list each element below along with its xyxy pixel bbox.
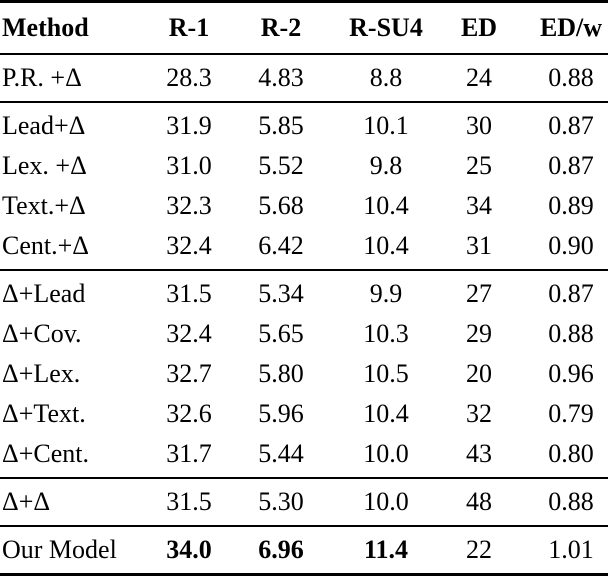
method-cell: P.R. +Δ (2, 63, 82, 92)
value-cell-ed-w: 0.87 (548, 279, 594, 308)
value-cell-ed-w: 0.88 (548, 319, 594, 348)
value-cell-ed: 30 (466, 111, 492, 140)
method-cell: Cent.+Δ (2, 231, 89, 260)
method-cell: Text.+Δ (2, 191, 86, 220)
value-cell-ed-w: 0.89 (548, 191, 594, 220)
value-cell-ed: 20 (466, 359, 492, 388)
value-cell-r-1: 32.7 (166, 359, 212, 388)
value-cell-ed: 27 (466, 279, 492, 308)
value-cell-r-1: 31.5 (166, 279, 212, 308)
value-cell-ed-w: 0.88 (548, 487, 594, 516)
table-header: Method R-1 R-2 R-SU4 ED ED/w (0, 2, 608, 55)
table-row: Our Model 34.0 6.96 11.4 22 1.01 (0, 526, 608, 575)
col-header-ed: ED (460, 13, 498, 42)
value-cell-r-2: 5.80 (258, 359, 304, 388)
value-cell-ed-w: 0.79 (548, 399, 594, 428)
value-cell-r-su4: 9.8 (369, 151, 403, 180)
table-group-4: Δ+Δ 31.5 5.30 10.0 48 0.88 (0, 478, 608, 526)
value-cell-r-su4: 10.1 (363, 111, 409, 140)
table-row: Δ+Lead 31.5 5.34 9.9 27 0.87 (0, 270, 608, 314)
table-row: P.R. +Δ 28.3 4.83 8.8 24 0.88 (0, 54, 608, 102)
method-cell: Δ+Cent. (2, 439, 89, 468)
value-cell-ed-w: 0.80 (548, 439, 594, 468)
table-row: Δ+Lex. 32.7 5.80 10.5 20 0.96 (0, 354, 608, 394)
value-cell-ed: 31 (466, 231, 492, 260)
value-cell-r-2: 4.83 (258, 63, 304, 92)
value-cell-r-su4: 10.5 (363, 359, 409, 388)
col-header-r-1: R-1 (168, 13, 210, 42)
value-cell-r-2: 5.30 (258, 487, 304, 516)
value-cell-ed: 43 (466, 439, 492, 468)
table-row: Δ+Text. 32.6 5.96 10.4 32 0.79 (0, 394, 608, 434)
value-cell-r-2: 5.52 (258, 151, 304, 180)
col-header-r-2: R-2 (260, 13, 302, 42)
value-cell-r-1: 31.9 (166, 111, 212, 140)
value-cell-r-su4: 10.4 (363, 231, 409, 260)
table-group-2: Lead+Δ 31.9 5.85 10.1 30 0.87 Lex. +Δ 31.0 5.52 9… (0, 102, 608, 270)
col-header-method: Method (2, 13, 89, 42)
value-cell-ed: 34 (466, 191, 492, 220)
table-group-1: P.R. +Δ 28.3 4.83 8.8 24 0.88 (0, 54, 608, 102)
method-cell: Δ+Lex. (2, 359, 81, 388)
value-cell-ed: 24 (466, 63, 492, 92)
table-group-3: Δ+Lead 31.5 5.34 9.9 27 0.87 Δ+Cov. 32.4 5.65 10.… (0, 270, 608, 478)
method-cell: Δ+Cov. (2, 319, 82, 348)
value-cell-r-1: 32.6 (166, 399, 212, 428)
value-cell-r-su4: 10.4 (363, 191, 409, 220)
method-cell: Δ+Text. (2, 399, 86, 428)
value-cell-r-2: 5.68 (258, 191, 304, 220)
value-cell-ed: 25 (466, 151, 492, 180)
table-row: Lex. +Δ 31.0 5.52 9.8 25 0.87 (0, 146, 608, 186)
value-cell-r-1: 34.0 (166, 535, 212, 564)
value-cell-r-1: 28.3 (166, 63, 212, 92)
value-cell-ed: 22 (466, 535, 492, 564)
value-cell-r-1: 32.4 (166, 231, 212, 260)
value-cell-r-2: 6.96 (258, 535, 304, 564)
value-cell-r-su4: 10.4 (363, 399, 409, 428)
value-cell-r-su4: 8.8 (369, 63, 403, 92)
value-cell-ed-w: 0.96 (548, 359, 594, 388)
value-cell-ed-w: 0.88 (548, 63, 594, 92)
value-cell-r-1: 31.7 (166, 439, 212, 468)
method-cell: Δ+Δ (2, 487, 51, 516)
value-cell-r-1: 32.4 (166, 319, 212, 348)
table-row: Cent.+Δ 32.4 6.42 10.4 31 0.90 (0, 226, 608, 270)
value-cell-ed-w: 1.01 (548, 535, 594, 564)
method-cell: Δ+Lead (2, 279, 86, 308)
method-cell: Lex. +Δ (2, 151, 87, 180)
value-cell-ed-w: 0.87 (548, 151, 594, 180)
value-cell-r-su4: 9.9 (369, 279, 403, 308)
value-cell-r-2: 6.42 (258, 231, 304, 260)
method-cell: Lead+Δ (2, 111, 86, 140)
value-cell-r-su4: 10.0 (363, 487, 409, 516)
value-cell-ed: 48 (466, 487, 492, 516)
value-cell-r-2: 5.34 (258, 279, 304, 308)
value-cell-r-2: 5.65 (258, 319, 304, 348)
value-cell-r-2: 5.96 (258, 399, 304, 428)
value-cell-ed: 32 (466, 399, 492, 428)
header-row: Method R-1 R-2 R-SU4 ED ED/w (0, 2, 608, 55)
value-cell-r-su4: 11.4 (363, 535, 409, 564)
table-row: Δ+Δ 31.5 5.30 10.0 48 0.88 (0, 478, 608, 526)
table-row: Lead+Δ 31.9 5.85 10.1 30 0.87 (0, 102, 608, 146)
value-cell-r-su4: 10.3 (363, 319, 409, 348)
value-cell-ed-w: 0.90 (548, 231, 594, 260)
value-cell-r-su4: 10.0 (363, 439, 409, 468)
method-cell: Our Model (2, 535, 117, 564)
table-group-5: Our Model 34.0 6.96 11.4 22 1.01 (0, 526, 608, 575)
table-row: Δ+Cent. 31.7 5.44 10.0 43 0.80 (0, 434, 608, 478)
table-row: Δ+Cov. 32.4 5.65 10.3 29 0.88 (0, 314, 608, 354)
value-cell-ed-w: 0.87 (548, 111, 594, 140)
value-cell-r-1: 31.0 (166, 151, 212, 180)
table-row: Text.+Δ 32.3 5.68 10.4 34 0.89 (0, 186, 608, 226)
value-cell-r-2: 5.44 (258, 439, 304, 468)
value-cell-r-1: 31.5 (166, 487, 212, 516)
value-cell-ed: 29 (466, 319, 492, 348)
value-cell-r-2: 5.85 (258, 111, 304, 140)
col-header-ed-w: ED/w (539, 13, 603, 42)
col-header-r-su4: R-SU4 (349, 13, 423, 42)
value-cell-r-1: 32.3 (166, 191, 212, 220)
